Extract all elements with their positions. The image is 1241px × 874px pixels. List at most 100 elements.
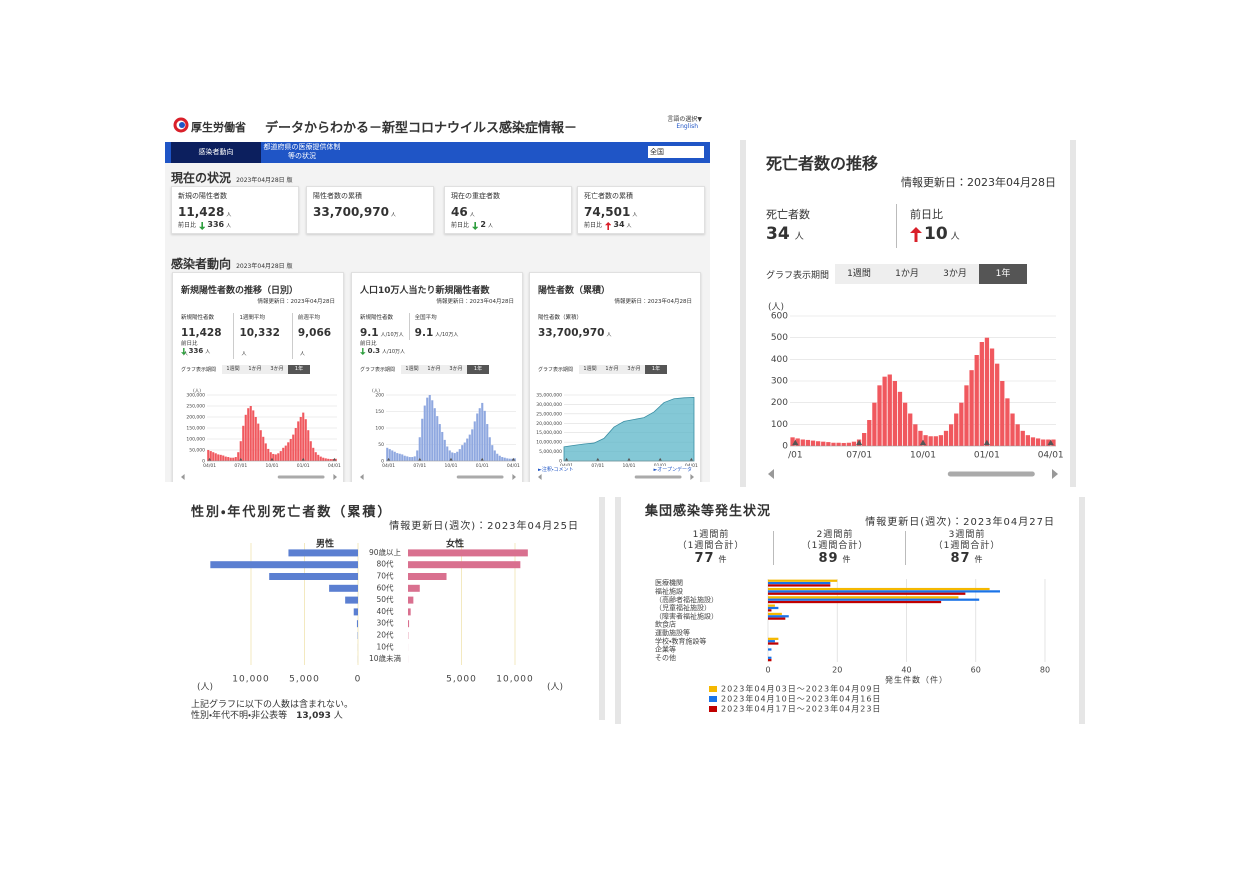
- x-tick-marker: [332, 457, 336, 461]
- y-tick-label: 50: [378, 442, 384, 448]
- x-tick-marker: [689, 457, 693, 461]
- period-button[interactable]: 3か月: [445, 365, 468, 374]
- stat: 新規陽性者数 11,428 人: [181, 313, 233, 359]
- bar: [478, 408, 481, 461]
- x-tick-marker: [565, 457, 569, 461]
- stat-unit: 人: [183, 351, 189, 357]
- section-title: 感染者動向: [171, 257, 232, 271]
- bar: [810, 440, 816, 446]
- period-button[interactable]: 1週間: [835, 264, 884, 284]
- stat-value: 9,066: [297, 327, 332, 339]
- period-button[interactable]: 3か月: [931, 264, 980, 284]
- category-label: 20代: [376, 630, 394, 640]
- y-tick-label: 100,000: [186, 437, 205, 443]
- bar: [768, 609, 772, 612]
- nav-tab[interactable]: 都道府県の医療提供体制等の状況: [263, 143, 341, 160]
- link[interactable]: ►注釈・コメント: [538, 466, 574, 473]
- period-button[interactable]: 1か月: [883, 264, 932, 284]
- period-button[interactable]: 1年: [288, 365, 311, 374]
- bar: [242, 425, 245, 461]
- bar: [257, 423, 260, 461]
- period-button[interactable]: 1か月: [423, 365, 446, 374]
- category-label: 40代: [376, 606, 394, 616]
- bar: [288, 549, 358, 557]
- stat-value-row: 11,428 人: [181, 321, 228, 359]
- scrollbar: [360, 474, 516, 480]
- x-tick-label: 07/01: [413, 463, 426, 469]
- x-tick-label: 5,000: [289, 675, 320, 685]
- summary-value: 87: [950, 551, 971, 566]
- y-tick-label: 300,000: [186, 393, 205, 399]
- y-tick-label: 50,000: [189, 448, 205, 454]
- summary-box: 2週間前 （1週間合計） 89 件: [775, 530, 895, 566]
- bar: [768, 659, 772, 662]
- card-label: 現在の重症者数: [451, 192, 500, 200]
- period-button[interactable]: 3か月: [623, 365, 646, 374]
- period-button[interactable]: 1週間: [222, 365, 245, 374]
- scroll-thumb: [277, 475, 325, 479]
- period-button[interactable]: 1か月: [244, 365, 267, 374]
- bar: [396, 453, 399, 461]
- period-button[interactable]: 1か月: [601, 365, 624, 374]
- bar: [214, 453, 217, 461]
- bar: [923, 435, 928, 446]
- excluded-value: 13,093: [296, 711, 331, 720]
- bar: [964, 385, 969, 446]
- period-button[interactable]: 1週間: [579, 365, 602, 374]
- scrollbar: [768, 469, 1058, 479]
- legend-label: 2023年04月17日～2023年04月23日: [721, 704, 881, 714]
- summary-unit: 件: [842, 555, 852, 564]
- y-tick-label: 500: [771, 333, 788, 343]
- stat-unit: 人/10万人: [435, 332, 459, 338]
- bar: [768, 596, 959, 599]
- y-tick-label: 200: [375, 393, 384, 399]
- diff-unit: 人: [950, 232, 960, 242]
- bar: [938, 435, 944, 446]
- period-button[interactable]: 1年: [979, 264, 1028, 284]
- x-tick-marker: [627, 457, 631, 461]
- bar: [307, 430, 310, 461]
- bar: [979, 342, 984, 446]
- bar: [1000, 381, 1005, 446]
- language-select[interactable]: 言語の選択▼: [667, 116, 702, 123]
- bar: [872, 402, 877, 446]
- bar: [498, 455, 501, 461]
- bar: [302, 412, 305, 461]
- bar: [252, 410, 255, 461]
- bar: [217, 454, 220, 461]
- bar: [319, 456, 322, 461]
- bar: [851, 441, 857, 446]
- chart-card: 人口10万人当たり新規陽性者数 情報更新日：2023年04月28日 新規陽性者数 9.…: [351, 272, 523, 482]
- card-label: 新規の陽性者数: [178, 192, 227, 200]
- bar: [918, 430, 923, 446]
- scroll-arrow: [1052, 469, 1058, 479]
- bar: [416, 450, 419, 461]
- bar: [269, 452, 272, 461]
- excluded-row: 性別・年代不明・非公表等 13,093 人: [191, 708, 343, 720]
- link[interactable]: ►オープンデータ: [653, 466, 692, 473]
- period-button[interactable]: 1週間: [401, 365, 424, 374]
- bar: [877, 385, 882, 446]
- period-button[interactable]: 3か月: [266, 365, 289, 374]
- stat-label: 1週間平均: [239, 315, 265, 321]
- bar: [933, 436, 938, 446]
- bar: [483, 410, 486, 461]
- bar: [1020, 430, 1025, 446]
- logo-icon: [173, 117, 189, 133]
- diff-label: 前日比: [360, 341, 377, 347]
- nav-tab[interactable]: 感染者動向: [171, 142, 261, 163]
- status-card: 死亡者数の累積 74,501 人前日比 34 人: [577, 186, 705, 234]
- note: 上記グラフに以下の人数は含まれない。: [191, 700, 354, 710]
- english-link[interactable]: English: [676, 123, 698, 130]
- period-button[interactable]: 1年: [645, 365, 668, 374]
- period-button[interactable]: 1年: [467, 365, 490, 374]
- x-tick-label: 0: [765, 666, 770, 675]
- bar: [353, 608, 358, 616]
- period-label: グラフ表示期間: [766, 270, 830, 281]
- category-label: 50代: [376, 594, 394, 604]
- x-tick-marker: [792, 439, 799, 446]
- region-select[interactable]: 全国: [648, 146, 704, 158]
- stat: 陽性者数（累積） 33,700,970 人: [538, 313, 616, 340]
- card-diff: 前日比 2 人: [451, 220, 493, 230]
- category-label: 30代: [376, 618, 394, 628]
